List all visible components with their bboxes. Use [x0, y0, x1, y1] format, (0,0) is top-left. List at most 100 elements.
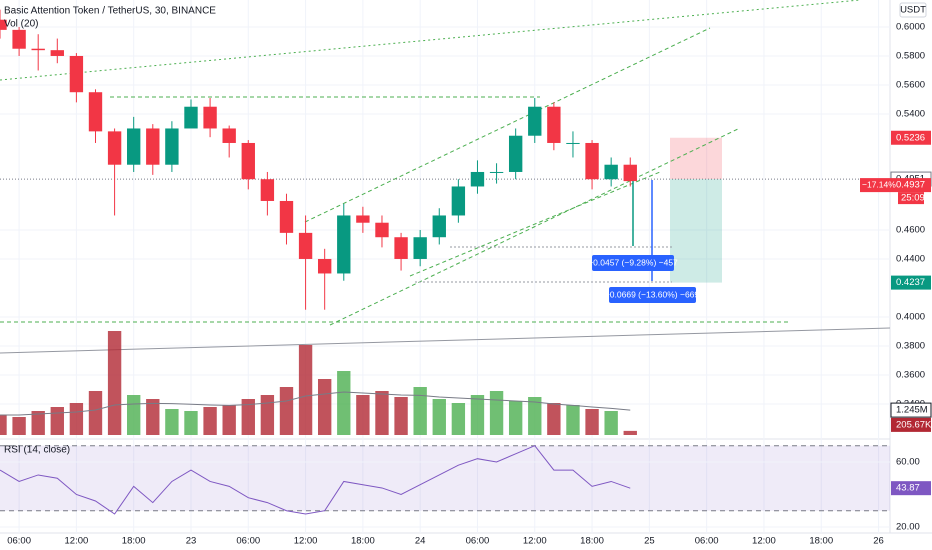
currency: USDT	[900, 5, 926, 16]
price-label: 0.4937	[896, 180, 925, 191]
change-badge	[860, 178, 891, 193]
candle-body	[508, 135, 523, 172]
volume-bar	[623, 430, 637, 435]
candle-body	[127, 128, 141, 165]
volume-bar	[451, 403, 466, 435]
overlay: 06:00 12:00 18:00 23 06:00 12:00 18:00 24 06:00 1…	[7, 21, 932, 546]
channel-line	[329, 127, 741, 326]
volume-bar	[317, 379, 332, 435]
x-tick-label: 12:00	[523, 536, 547, 547]
volume-ma-line	[0, 391, 631, 416]
volume-bar	[528, 397, 542, 435]
volume-bar	[337, 371, 351, 435]
rsi-legend: RSI (14, close)	[4, 445, 70, 456]
channel-line	[304, 27, 711, 223]
x-tick-label: 18:00	[809, 536, 833, 547]
volume-label: 205.67K	[896, 419, 932, 430]
x-tick-label: 25	[644, 536, 655, 547]
candle-body	[279, 200, 294, 233]
candles	[0, 9, 637, 515]
x-tick-label: 12:00	[294, 536, 318, 547]
x-tick-label: 06:00	[466, 536, 490, 547]
candle-body	[0, 19, 7, 30]
price-label: 0.5236	[896, 132, 925, 143]
rsi-pane	[0, 440, 890, 533]
rsi-tick-label: 60.00	[896, 456, 920, 467]
volume-bar	[356, 395, 370, 435]
x-tick-label: 18:00	[580, 536, 604, 547]
x-tick-label: 12:00	[752, 536, 776, 547]
volume-bar	[585, 409, 599, 435]
volume-bar	[241, 399, 255, 435]
stop-zone	[670, 137, 722, 180]
candle-body	[432, 215, 446, 238]
drawings	[0, 0, 891, 354]
volume-label-badge	[891, 417, 931, 432]
volume-bar	[0, 415, 7, 435]
x-tick-label: 26	[873, 536, 884, 547]
volume-bar	[566, 405, 580, 435]
candle-body	[489, 171, 504, 173]
x-tick-label: 18:00	[122, 536, 146, 547]
volume-label-badge	[890, 402, 932, 418]
change-label: −17.14%	[862, 179, 896, 189]
volume-bar	[127, 395, 141, 435]
volume-label: 1.245M	[896, 405, 928, 416]
trendline	[0, 0, 861, 81]
symbol-legend: Basic Attention Token / TetherUS, 30, BI…	[4, 6, 216, 17]
grid	[0, 0, 890, 533]
volume-bar	[394, 397, 408, 435]
candle-body	[470, 171, 485, 187]
candle-body	[146, 128, 160, 165]
candle-body	[528, 106, 542, 136]
y-tick-label: 0.3800	[896, 340, 925, 351]
candle-body	[203, 106, 217, 129]
volume-bar	[470, 395, 485, 435]
price-label-badge	[891, 130, 931, 145]
y-tick-label: 0.4600	[896, 224, 925, 235]
candle-body	[107, 131, 122, 165]
candle-body	[375, 222, 389, 238]
candle-body	[413, 237, 427, 259]
price-label: 0.4237	[896, 277, 925, 288]
volume-bar	[547, 403, 561, 435]
x-tick-label: 18:00	[351, 536, 375, 547]
volume-bar	[222, 405, 236, 435]
volume-bar	[12, 417, 26, 435]
y-tick-label: 0.5600	[896, 79, 925, 90]
price-label-badge	[891, 178, 931, 193]
x-tick-label: 24	[415, 536, 426, 547]
y-tick-label: 0.4400	[896, 253, 925, 264]
volume-bar	[107, 331, 122, 435]
currency-badge[interactable]	[899, 2, 927, 18]
rsi-line	[0, 445, 631, 515]
volume-bar	[604, 411, 618, 435]
candle-body	[451, 186, 466, 216]
y-tick-label: 0.5800	[896, 50, 925, 61]
volume-bar	[432, 399, 446, 435]
price-label-badge	[891, 275, 931, 290]
volume-bar	[413, 387, 427, 435]
measure-label: −0.0669 (−13.60%) −669	[605, 289, 700, 299]
candle-body	[222, 128, 236, 143]
volume-bar	[146, 399, 160, 435]
volume-bar	[31, 411, 45, 435]
candle-body	[317, 258, 332, 274]
candle-body	[31, 48, 45, 51]
volume-legend: Vol (20)	[4, 19, 38, 30]
candle-body	[69, 55, 84, 93]
countdown-badge	[898, 192, 924, 205]
volume-bar	[165, 409, 179, 435]
volume-bar	[88, 391, 103, 435]
rsi-label-badge	[891, 481, 931, 496]
x-tick-label: 06:00	[695, 536, 719, 547]
candle-body	[604, 164, 618, 180]
candle-body	[260, 179, 275, 201]
rsi-label: 43.87	[896, 483, 920, 494]
candle-body	[165, 128, 179, 165]
volume-bar	[69, 403, 84, 435]
volume-bar	[184, 411, 198, 435]
measure-label: −0.0457 (−9.28%) −457	[588, 257, 678, 267]
y-tick-label: 0.5400	[896, 108, 925, 119]
y-tick-label: 0.3600	[896, 369, 925, 380]
